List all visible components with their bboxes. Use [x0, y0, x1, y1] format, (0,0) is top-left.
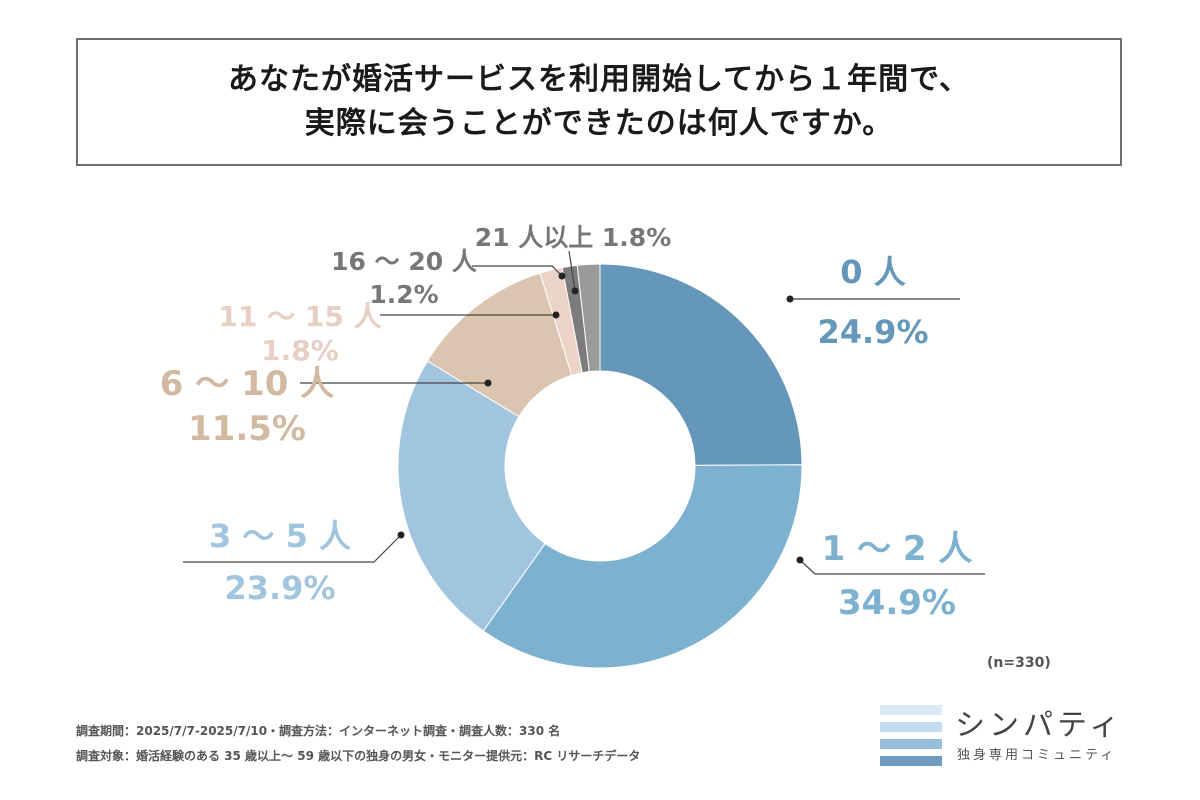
leader-line — [568, 250, 576, 292]
slice-label: 1 ～ 2 人 — [822, 529, 973, 569]
donut-slice — [599, 263, 803, 466]
slice-value-label: 34.9% — [838, 583, 956, 623]
leader-dot — [397, 531, 405, 539]
slice-value-label: 23.9% — [224, 569, 335, 607]
slice-value-label: 24.9% — [817, 313, 928, 351]
chart-title-box: あなたが婚活サービスを利用開始してから１年間で、 実際に会うことができたのは何人… — [76, 38, 1122, 166]
logo-subtitle: 独身専用コミュニティ — [957, 748, 1117, 763]
slice-label: 6 ～ 10 人 — [160, 364, 334, 404]
slice-label: 16 ～ 20 人 — [331, 247, 477, 276]
logo-bar — [880, 756, 942, 766]
leader-dot — [786, 295, 794, 303]
slice-label: 3 ～ 5 人 — [209, 517, 351, 555]
donut-slice — [397, 360, 546, 632]
logo-bar — [880, 739, 942, 749]
chart-title-line-2: 実際に会うことができたのは何人ですか。 — [304, 106, 894, 141]
leader-line — [472, 265, 563, 277]
slice-value-label: 1.8% — [261, 334, 339, 367]
logo-name: シンパティ — [955, 708, 1124, 743]
chart-title-line-1: あなたが婚活サービスを利用開始してから１年間で、 — [228, 62, 970, 97]
slice-label: 21 人以上 1.8% — [475, 223, 672, 252]
donut-slice — [576, 263, 601, 373]
survey-footnote-2: 調査対象：婚活経験のある 35 歳以上～ 59 歳以下の独身の男女・モニター提供… — [76, 749, 641, 763]
logo-bar — [880, 722, 942, 732]
sample-size-label: (n=330) — [987, 655, 1051, 671]
slice-value-label: 1.2% — [369, 280, 438, 309]
leader-line — [799, 559, 985, 575]
leader-dot — [484, 379, 492, 387]
leader-dot — [796, 556, 804, 564]
leader-line — [183, 534, 402, 563]
leader-dot — [558, 272, 566, 280]
slice-value-label: 11.5% — [188, 409, 306, 449]
leader-dot — [571, 287, 579, 295]
survey-footnote-1: 調査期間：2025/7/7-2025/7/10・調査方法：インターネット調査・調… — [76, 724, 561, 738]
logo-mark — [880, 705, 942, 773]
slice-label: 11 ～ 15 人 — [218, 300, 381, 333]
leader-dot — [552, 311, 560, 319]
logo-bar — [880, 705, 942, 715]
donut-slice — [482, 464, 803, 669]
slice-label: 0 人 — [840, 253, 905, 291]
